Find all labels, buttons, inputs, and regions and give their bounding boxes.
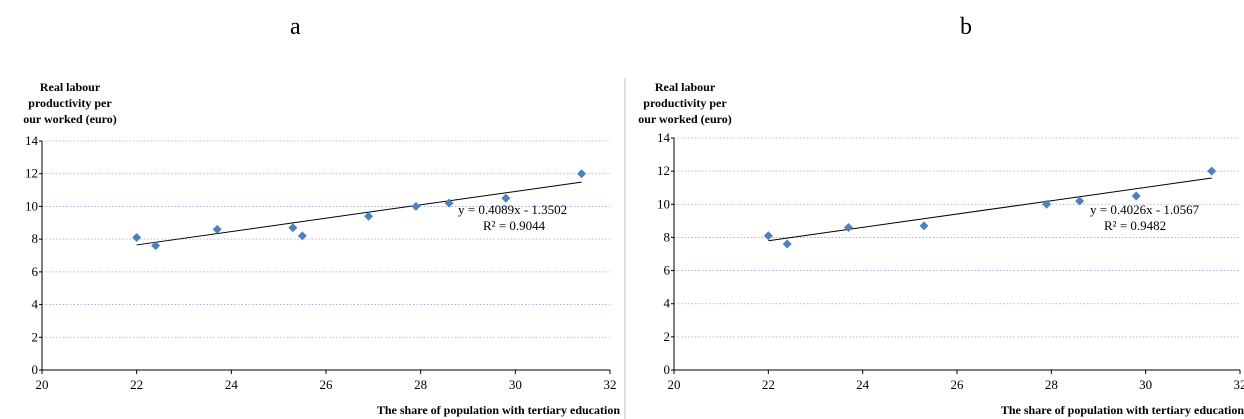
trendline bbox=[136, 181, 582, 246]
data-point bbox=[212, 224, 222, 234]
y-tick-label: 4 bbox=[32, 297, 39, 312]
y-tick-label: 12 bbox=[25, 166, 38, 181]
y-tick-label: 10 bbox=[25, 198, 38, 213]
data-point bbox=[1042, 199, 1052, 209]
x-tick-label: 32 bbox=[604, 377, 617, 392]
y-tick-label: 6 bbox=[664, 263, 671, 278]
data-point bbox=[919, 221, 929, 231]
data-point bbox=[501, 193, 511, 203]
y-tick-label: 0 bbox=[664, 362, 671, 377]
y-tick-label: 12 bbox=[657, 163, 670, 178]
y-tick-label: 8 bbox=[32, 231, 39, 246]
y-tick-label: 6 bbox=[32, 264, 39, 279]
y-tick-label: 4 bbox=[664, 296, 671, 311]
x-tick-label: 28 bbox=[414, 377, 427, 392]
x-tick-label: 24 bbox=[225, 377, 239, 392]
y-tick-label: 8 bbox=[664, 229, 671, 244]
data-point bbox=[1075, 196, 1085, 206]
data-point bbox=[763, 231, 773, 241]
y-tick-label: 14 bbox=[25, 133, 39, 148]
x-axis-label: The share of population with tertiary ed… bbox=[1001, 403, 1244, 417]
y-axis-label: our worked (euro) bbox=[638, 112, 732, 126]
y-axis-label: our worked (euro) bbox=[23, 112, 117, 126]
y-tick-label: 10 bbox=[657, 196, 670, 211]
data-point bbox=[151, 241, 161, 251]
trendline bbox=[768, 177, 1212, 242]
x-tick-label: 22 bbox=[130, 377, 143, 392]
x-tick-label: 26 bbox=[320, 377, 334, 392]
trendline-equation: y = 0.4026x - 1.0567 bbox=[1090, 202, 1200, 217]
trendline-equation: y = 0.4089x - 1.3502 bbox=[458, 202, 567, 217]
data-point bbox=[782, 239, 792, 249]
x-tick-label: 26 bbox=[951, 377, 965, 392]
data-point bbox=[844, 222, 854, 232]
data-point bbox=[1131, 191, 1141, 201]
r-squared-label: R² = 0.9044 bbox=[483, 218, 546, 233]
data-point bbox=[411, 201, 421, 211]
data-point bbox=[444, 198, 454, 208]
x-tick-label: 30 bbox=[509, 377, 522, 392]
x-tick-label: 30 bbox=[1139, 377, 1152, 392]
x-tick-label: 20 bbox=[668, 377, 681, 392]
data-point bbox=[288, 223, 298, 233]
y-tick-label: 14 bbox=[657, 130, 671, 145]
data-point bbox=[132, 233, 142, 243]
panel-label-a: a bbox=[290, 14, 301, 40]
x-axis-label: The share of population with tertiary ed… bbox=[377, 403, 620, 417]
x-tick-label: 22 bbox=[762, 377, 775, 392]
x-tick-label: 32 bbox=[1234, 377, 1244, 392]
x-tick-label: 28 bbox=[1045, 377, 1058, 392]
y-axis-label: Real labour bbox=[40, 80, 101, 94]
y-axis-label: productivity per bbox=[643, 96, 727, 110]
y-axis-label: productivity per bbox=[28, 96, 112, 110]
y-tick-label: 2 bbox=[664, 329, 671, 344]
y-axis-label: Real labour bbox=[655, 80, 716, 94]
data-point bbox=[577, 169, 587, 179]
panel-label-b: b bbox=[960, 14, 972, 40]
data-point bbox=[364, 211, 374, 221]
data-point bbox=[297, 231, 307, 241]
x-tick-label: 24 bbox=[856, 377, 870, 392]
r-squared-label: R² = 0.9482 bbox=[1104, 218, 1166, 233]
x-tick-label: 20 bbox=[36, 377, 49, 392]
y-tick-label: 2 bbox=[32, 329, 39, 344]
y-tick-label: 0 bbox=[32, 362, 39, 377]
data-point bbox=[1207, 166, 1217, 176]
